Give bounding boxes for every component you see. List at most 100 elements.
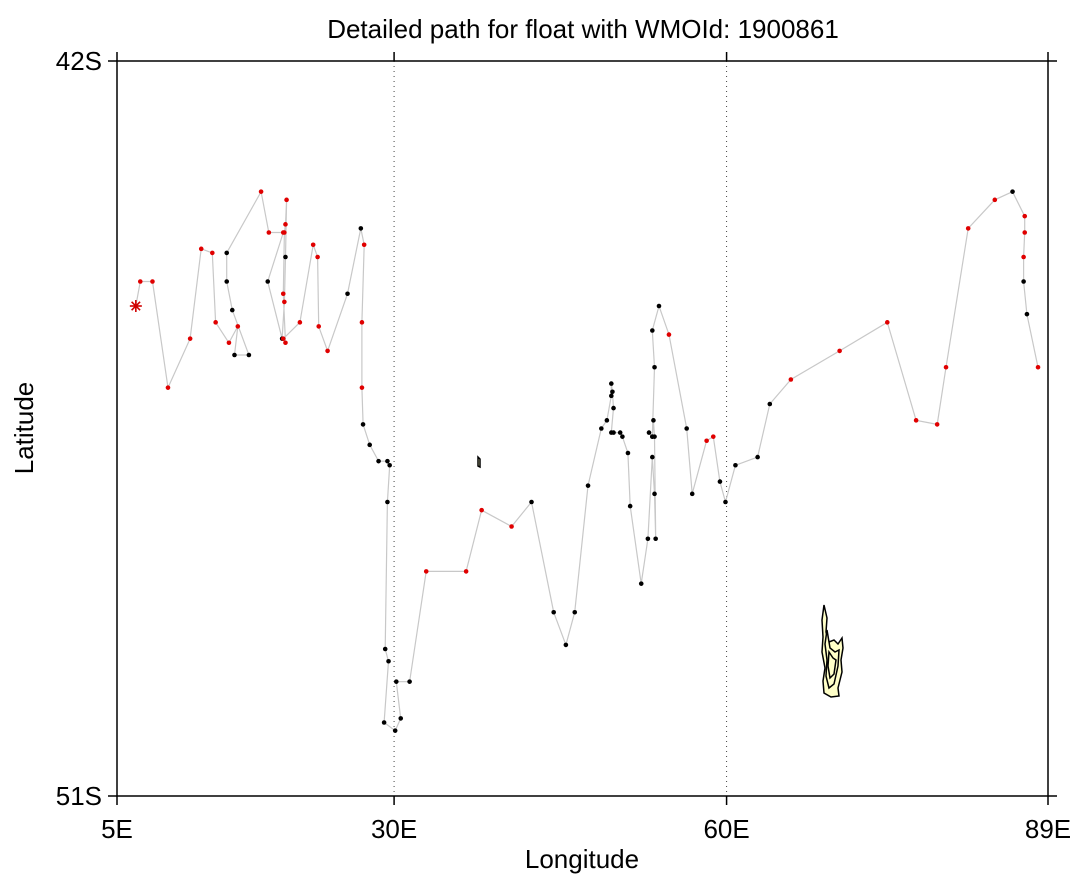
profile-point-95 xyxy=(788,377,794,382)
profile-point-96 xyxy=(837,348,842,354)
profile-point-1 xyxy=(137,279,143,284)
profile-point-98 xyxy=(913,418,919,423)
profile-point-75 xyxy=(652,491,657,497)
profile-point-99 xyxy=(934,422,940,427)
profile-point-88 xyxy=(704,438,709,444)
profile-point-93 xyxy=(755,454,760,460)
profile-point-107 xyxy=(1021,279,1026,284)
y-axis-ticks: 42S 51S xyxy=(56,46,1057,811)
profile-point-89 xyxy=(710,434,716,439)
profile-point-29 xyxy=(310,242,316,248)
profile-point-81 xyxy=(650,434,655,439)
profile-point-103 xyxy=(1010,189,1015,194)
profile-point-51 xyxy=(423,569,429,574)
profile-point-50 xyxy=(407,679,412,684)
profile-point-12 xyxy=(229,307,235,313)
profile-point-64 xyxy=(610,389,615,395)
profile-point-13 xyxy=(224,279,230,284)
profile-point-32 xyxy=(325,348,330,354)
profile-point-10 xyxy=(232,352,237,358)
start-marker-stroke-135 xyxy=(131,301,141,311)
profile-point-90 xyxy=(717,479,723,484)
profile-point-71 xyxy=(627,503,633,509)
profile-point-68 xyxy=(617,430,623,435)
y-tick-label--51: 51S xyxy=(56,781,102,811)
profile-point-6 xyxy=(210,250,215,256)
profile-point-87 xyxy=(689,491,695,497)
profile-point-59 xyxy=(585,483,591,488)
profile-point-20 xyxy=(282,299,287,305)
profile-point-67 xyxy=(611,430,616,435)
profile-point-60 xyxy=(599,426,604,431)
profile-point-74 xyxy=(650,454,655,460)
profile-point-49 xyxy=(394,679,399,684)
profile-point-83 xyxy=(650,328,655,333)
profile-point-78 xyxy=(651,418,656,423)
profile-point-38 xyxy=(360,422,366,427)
profile-point-5 xyxy=(198,246,204,252)
islet xyxy=(477,455,481,469)
profile-point-24 xyxy=(282,230,287,235)
x-tick-label-30: 30E xyxy=(371,814,417,844)
profile-point-22 xyxy=(284,197,289,203)
profile-point-27 xyxy=(280,336,286,341)
profile-point-14 xyxy=(224,250,230,256)
profile-point-42 xyxy=(387,462,392,468)
profile-point-41 xyxy=(385,458,390,464)
profile-point-30 xyxy=(315,254,320,260)
profile-point-15 xyxy=(258,189,264,194)
profile-point-56 xyxy=(551,609,556,615)
profile-point-102 xyxy=(992,197,998,203)
profile-point-16 xyxy=(266,230,272,235)
profile-point-91 xyxy=(723,499,728,505)
profile-point-92 xyxy=(733,462,738,468)
start-position-marker xyxy=(129,300,142,312)
profile-points xyxy=(137,189,1041,733)
profile-point-53 xyxy=(479,507,484,513)
profile-point-73 xyxy=(645,536,651,542)
y-tick-label--42: 42S xyxy=(56,46,102,76)
profile-point-82 xyxy=(652,364,657,370)
plot-frame xyxy=(116,60,1049,797)
profile-point-63 xyxy=(609,381,614,386)
profile-point-7 xyxy=(213,320,218,325)
profile-point-45 xyxy=(386,658,391,664)
profile-point-8 xyxy=(226,340,232,346)
profile-point-18 xyxy=(265,279,271,284)
profile-point-62 xyxy=(609,393,614,399)
float-track-line xyxy=(135,189,1039,732)
profile-point-106 xyxy=(1021,254,1026,260)
profile-point-11 xyxy=(246,352,252,358)
profile-point-100 xyxy=(943,364,949,370)
profile-point-25 xyxy=(280,291,286,297)
profile-point-36 xyxy=(359,320,365,325)
y-axis-label: Latitude xyxy=(9,382,39,475)
island-core xyxy=(827,649,837,680)
profile-point-2 xyxy=(150,279,155,284)
profile-point-85 xyxy=(666,332,672,337)
land-islands xyxy=(477,455,844,698)
profile-point-47 xyxy=(392,728,398,733)
profile-point-31 xyxy=(316,324,322,329)
profile-point-109 xyxy=(1035,364,1041,370)
chart-title: Detailed path for float with WMOId: 1900… xyxy=(327,14,839,44)
profile-point-40 xyxy=(376,458,381,464)
x-tick-label-5: 5E xyxy=(101,814,133,844)
profile-point-54 xyxy=(509,524,514,529)
profile-point-34 xyxy=(358,226,364,231)
grid xyxy=(393,61,728,796)
profile-point-108 xyxy=(1024,311,1030,317)
profile-point-72 xyxy=(638,581,644,586)
profile-point-86 xyxy=(684,426,689,431)
profile-point-48 xyxy=(398,716,404,721)
profile-point-69 xyxy=(620,434,625,439)
profile-point-9 xyxy=(235,324,241,329)
profile-point-80 xyxy=(646,430,652,435)
profile-point-4 xyxy=(187,336,193,341)
profile-point-61 xyxy=(604,418,610,423)
profile-point-101 xyxy=(965,226,971,231)
profile-point-44 xyxy=(382,646,388,652)
profile-point-55 xyxy=(529,499,534,505)
profile-point-104 xyxy=(1022,213,1028,219)
